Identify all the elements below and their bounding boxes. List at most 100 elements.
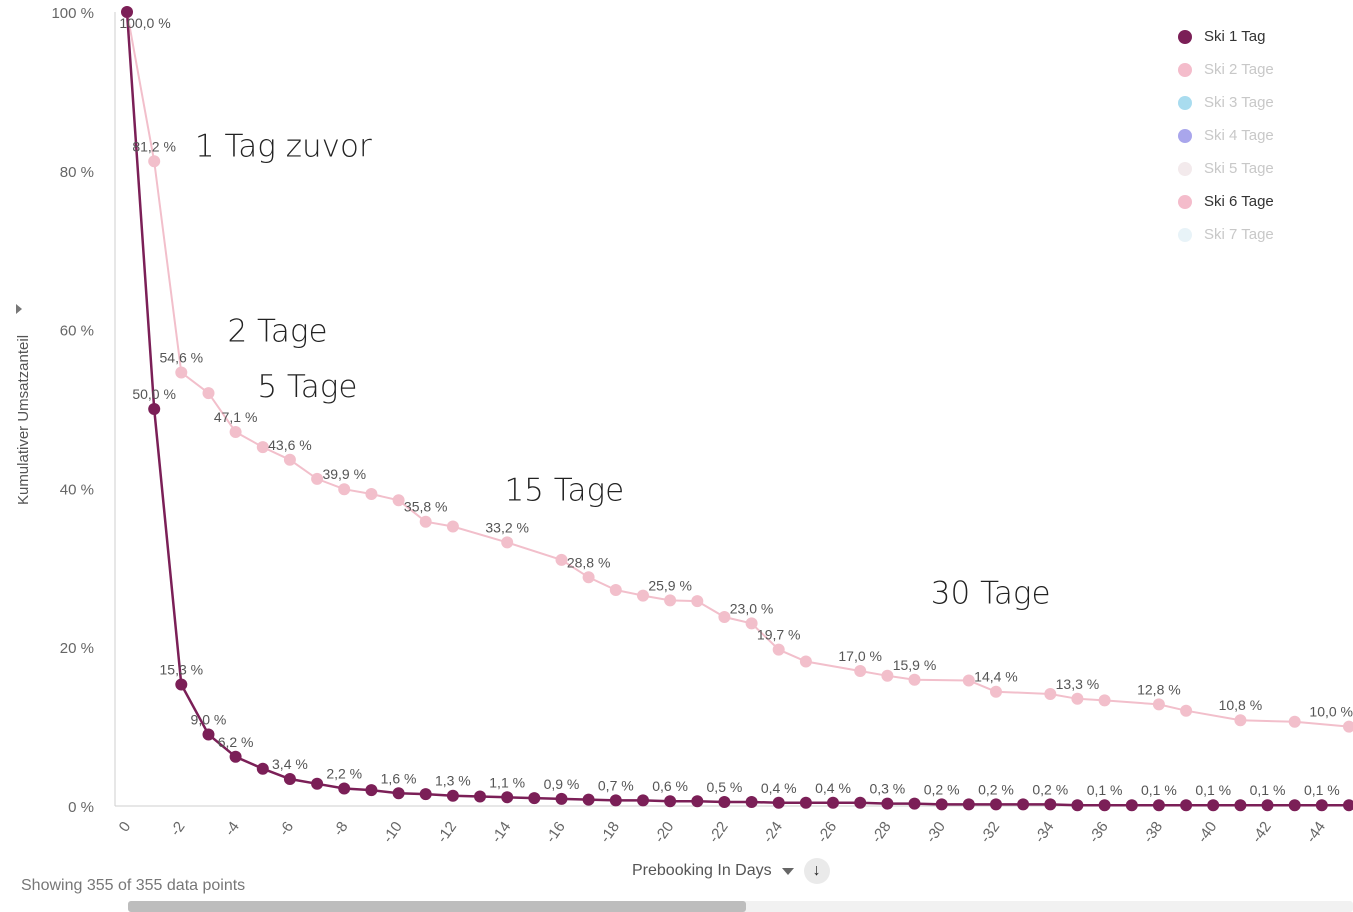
data-point-ski-6-tage[interactable] [283, 453, 296, 466]
data-point-ski-6-tage[interactable] [1044, 688, 1057, 700]
data-point-ski-6-tage[interactable] [229, 426, 242, 438]
x-tick-label: -12 [434, 819, 460, 847]
data-point-ski-1-tag[interactable] [419, 788, 432, 801]
data-point-ski-1-tag[interactable] [664, 795, 677, 808]
data-label-ski-6-tage: 12,8 % [1137, 681, 1181, 697]
data-point-ski-1-tag[interactable] [365, 784, 378, 797]
data-point-ski-1-tag[interactable] [1071, 799, 1084, 812]
data-point-ski-6-tage[interactable] [881, 669, 894, 682]
data-point-ski-1-tag[interactable] [1180, 799, 1193, 812]
data-point-ski-6-tage[interactable] [691, 595, 704, 608]
data-point-ski-6-tage[interactable] [637, 589, 649, 602]
data-point-ski-6-tage[interactable] [202, 387, 215, 400]
data-point-ski-1-tag[interactable] [1125, 799, 1138, 812]
data-point-ski-1-tag[interactable] [338, 782, 351, 795]
data-point-ski-1-tag[interactable] [609, 794, 622, 807]
data-point-ski-6-tage[interactable] [256, 441, 269, 454]
data-point-ski-6-tage[interactable] [582, 571, 595, 584]
data-point-ski-1-tag[interactable] [392, 787, 405, 800]
x-axis-title-control[interactable]: Prebooking In Days ↓ [632, 858, 830, 884]
data-point-ski-6-tage[interactable] [446, 520, 459, 533]
data-point-ski-6-tage[interactable] [1071, 692, 1084, 705]
data-point-ski-6-tage[interactable] [392, 494, 405, 507]
scrollbar-thumb[interactable] [128, 901, 746, 912]
data-point-ski-1-tag[interactable] [1234, 799, 1247, 812]
data-point-ski-6-tage[interactable] [148, 155, 161, 168]
data-point-ski-6-tage[interactable] [365, 488, 378, 500]
data-point-ski-1-tag[interactable] [1017, 798, 1030, 811]
legend-item[interactable]: Ski 6 Tage [1178, 185, 1274, 218]
legend-item[interactable]: Ski 7 Tage [1178, 218, 1274, 251]
y-axis-menu-icon[interactable] [16, 304, 22, 314]
data-point-ski-6-tage[interactable] [1098, 694, 1111, 707]
data-point-ski-6-tage[interactable] [990, 685, 1002, 698]
data-point-ski-1-tag[interactable] [1343, 799, 1353, 812]
data-point-ski-6-tage[interactable] [609, 584, 622, 596]
data-point-ski-1-tag[interactable] [827, 796, 839, 809]
data-label-ski-1-tag: 0,1 % [1250, 782, 1286, 798]
data-point-ski-1-tag[interactable] [718, 796, 731, 808]
data-point-ski-6-tage[interactable] [501, 536, 514, 549]
data-point-ski-1-tag[interactable] [935, 798, 948, 811]
data-point-ski-6-tage[interactable] [962, 674, 975, 687]
data-point-ski-1-tag[interactable] [799, 796, 812, 809]
data-point-ski-6-tage[interactable] [718, 611, 731, 623]
data-point-ski-1-tag[interactable] [474, 790, 486, 803]
data-point-ski-1-tag[interactable] [962, 798, 975, 811]
data-point-ski-1-tag[interactable] [1152, 799, 1165, 812]
data-point-ski-1-tag[interactable] [1288, 799, 1301, 812]
data-point-ski-1-tag[interactable] [637, 794, 649, 807]
data-point-ski-6-tage[interactable] [799, 655, 812, 668]
data-point-ski-1-tag[interactable] [854, 796, 867, 809]
data-point-ski-1-tag[interactable] [1207, 799, 1220, 812]
data-point-ski-1-tag[interactable] [311, 777, 324, 790]
data-point-ski-1-tag[interactable] [1261, 799, 1274, 812]
data-point-ski-1-tag[interactable] [501, 791, 514, 804]
data-point-ski-1-tag[interactable] [1315, 799, 1328, 812]
data-point-ski-1-tag[interactable] [745, 796, 758, 808]
series-points[interactable] [121, 6, 1353, 812]
data-point-ski-6-tage[interactable] [854, 665, 867, 677]
legend-item[interactable]: Ski 3 Tage [1178, 86, 1274, 119]
data-point-ski-1-tag[interactable] [1044, 798, 1057, 811]
data-point-ski-6-tage[interactable] [311, 472, 324, 485]
data-point-ski-1-tag[interactable] [229, 750, 242, 763]
data-point-ski-6-tage[interactable] [419, 515, 432, 528]
data-point-ski-1-tag[interactable] [772, 796, 785, 809]
data-point-ski-6-tage[interactable] [175, 366, 188, 379]
data-point-ski-1-tag[interactable] [582, 793, 595, 806]
data-point-ski-1-tag[interactable] [555, 792, 568, 805]
data-point-ski-1-tag[interactable] [990, 798, 1002, 811]
data-point-ski-1-tag[interactable] [908, 797, 921, 810]
data-point-ski-6-tage[interactable] [745, 617, 758, 630]
data-point-ski-1-tag[interactable] [691, 795, 704, 808]
data-point-ski-1-tag[interactable] [175, 678, 188, 691]
data-point-ski-1-tag[interactable] [283, 773, 296, 785]
data-point-ski-6-tage[interactable] [1343, 720, 1353, 733]
data-point-ski-1-tag[interactable] [881, 797, 894, 810]
horizontal-scrollbar[interactable] [128, 901, 1353, 912]
data-point-ski-6-tage[interactable] [555, 553, 568, 566]
legend-item[interactable]: Ski 4 Tage [1178, 119, 1274, 152]
data-point-ski-1-tag[interactable] [121, 6, 133, 18]
data-point-ski-1-tag[interactable] [446, 789, 459, 802]
data-point-ski-6-tage[interactable] [1180, 704, 1193, 717]
data-point-ski-1-tag[interactable] [148, 403, 161, 415]
data-point-ski-6-tage[interactable] [338, 483, 351, 496]
data-point-ski-6-tage[interactable] [1234, 714, 1247, 727]
data-point-ski-6-tage[interactable] [772, 643, 785, 656]
data-point-ski-6-tage[interactable] [1152, 698, 1165, 711]
data-point-ski-6-tage[interactable] [1288, 715, 1301, 728]
data-point-ski-1-tag[interactable] [202, 728, 215, 741]
data-point-ski-1-tag[interactable] [1098, 799, 1111, 812]
annotation-label: 1 Tag zuvor [195, 129, 372, 165]
legend-item[interactable]: Ski 5 Tage [1178, 152, 1274, 185]
data-point-ski-6-tage[interactable] [664, 594, 677, 607]
data-point-ski-6-tage[interactable] [908, 673, 921, 686]
legend-item[interactable]: Ski 2 Tage [1178, 53, 1274, 86]
caret-down-icon[interactable] [781, 867, 794, 875]
legend-item[interactable]: Ski 1 Tag [1178, 20, 1274, 53]
arrow-down-icon[interactable]: ↓ [803, 858, 830, 884]
data-point-ski-1-tag[interactable] [528, 792, 541, 805]
data-point-ski-1-tag[interactable] [256, 762, 269, 775]
